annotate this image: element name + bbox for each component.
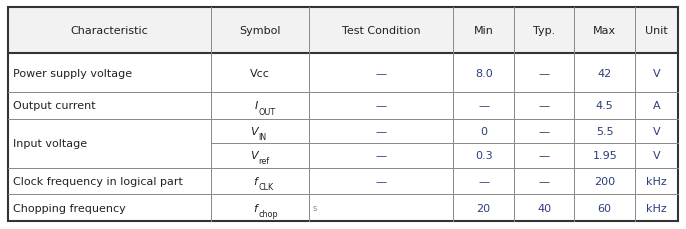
Text: 4.5: 4.5 [596,101,613,111]
Text: —: — [539,68,549,78]
Text: IN: IN [259,132,267,141]
Text: ref: ref [259,156,270,166]
Bar [8,194,678,221]
Bar [8,54,678,93]
Text: kHz: kHz [646,203,667,213]
Text: Chopping frequency: Chopping frequency [13,203,126,213]
Text: Min: Min [474,26,494,36]
Text: V: V [250,126,257,136]
Text: 0.3: 0.3 [475,151,493,161]
Text: I: I [255,101,257,111]
Text: Power supply voltage: Power supply voltage [13,68,132,78]
Text: s: s [313,203,317,212]
Text: f: f [254,176,257,186]
Bar [8,144,678,168]
Text: Clock frequency in logical part: Clock frequency in logical part [13,176,183,186]
Text: 42: 42 [598,68,612,78]
Text: 8.0: 8.0 [475,68,493,78]
Text: Vcc: Vcc [250,68,270,78]
Text: OUT: OUT [259,107,276,116]
Text: —: — [478,101,489,111]
Text: —: — [375,68,387,78]
Text: 40: 40 [537,203,552,213]
Text: Test Condition: Test Condition [342,26,421,36]
Bar [8,93,678,119]
Text: Typ.: Typ. [533,26,556,36]
Text: chop: chop [259,209,278,218]
Text: V: V [652,126,661,136]
Text: kHz: kHz [646,176,667,186]
Text: Input voltage: Input voltage [13,139,87,149]
Text: 60: 60 [598,203,612,213]
Text: CLK: CLK [259,183,274,191]
Text: —: — [375,176,387,186]
Text: 5.5: 5.5 [596,126,613,136]
Text: —: — [478,176,489,186]
Text: V: V [250,151,257,161]
Text: —: — [539,126,549,136]
Text: —: — [539,101,549,111]
Text: 0: 0 [480,126,487,136]
Text: 200: 200 [594,176,615,186]
Text: Output current: Output current [13,101,95,111]
Text: V: V [652,68,661,78]
Text: V: V [652,151,661,161]
Text: —: — [539,151,549,161]
Text: —: — [375,151,387,161]
Bar [8,119,678,144]
Text: 1.95: 1.95 [593,151,617,161]
Text: A: A [652,101,661,111]
Bar [8,8,678,54]
Text: Unit: Unit [645,26,668,36]
Text: Max: Max [593,26,616,36]
Text: —: — [375,126,387,136]
Bar [8,168,678,194]
Text: 20: 20 [477,203,490,213]
Text: Characteristic: Characteristic [71,26,148,36]
Text: —: — [375,101,387,111]
Text: —: — [539,176,549,186]
Text: f: f [254,203,257,213]
Text: Symbol: Symbol [239,26,281,36]
